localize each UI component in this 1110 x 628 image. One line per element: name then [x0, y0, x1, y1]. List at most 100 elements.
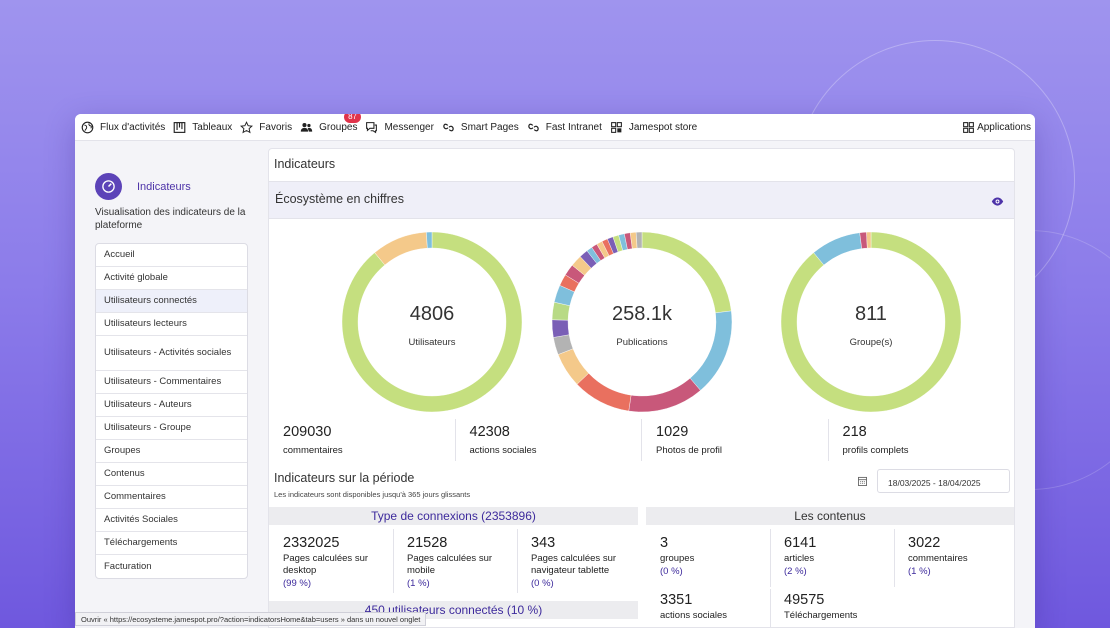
- sidebar-item-label: Utilisateurs - Groupe: [104, 422, 192, 433]
- donut-slice-2[interactable]: [426, 231, 433, 249]
- nav-label: Favoris: [259, 121, 293, 133]
- eye-icon[interactable]: [991, 195, 1004, 208]
- donut-slice-3[interactable]: [866, 231, 872, 249]
- metric-telechargements: 49575 Téléchargements: [784, 592, 889, 622]
- ecosystem-title: Écosystème en chiffres: [275, 192, 404, 206]
- sidebar-item-facturation[interactable]: Facturation: [96, 555, 247, 578]
- nav-label: Messenger: [384, 121, 434, 133]
- donut-svg: [341, 231, 523, 413]
- nav-favoris[interactable]: Favoris: [240, 120, 293, 134]
- sidebar-item-label: Utilisateurs - Commentaires: [104, 376, 222, 387]
- sidebar-item-label: Utilisateurs lecteurs: [104, 318, 187, 329]
- sidebar-description: Visualisation des indicateurs de la plat…: [95, 207, 246, 231]
- sidebar-item-utilisateurs-groupe[interactable]: Utilisateurs - Groupe: [96, 417, 247, 440]
- divider: [770, 589, 771, 628]
- nav-tableaux[interactable]: Tableaux: [173, 121, 232, 134]
- metric-value: 3: [660, 535, 669, 551]
- donut-slice-22[interactable]: [635, 231, 643, 249]
- sidebar-item-telechargements[interactable]: Téléchargements: [96, 532, 247, 555]
- stat-label: actions sociales: [469, 445, 537, 456]
- donut-slice-3[interactable]: [576, 372, 632, 412]
- nav-jamespot-store[interactable]: Jamespot store: [610, 121, 697, 134]
- donut-label: Utilisateurs: [408, 337, 456, 348]
- sidebar-item-utilisateurs-connectes[interactable]: Utilisateurs connectés: [96, 290, 247, 313]
- sidebar-item-label: Utilisateurs connectés: [104, 295, 197, 306]
- stat-value: 42308: [469, 424, 510, 440]
- sidebar-item-label: Accueil: [104, 249, 135, 260]
- sidebar-item-groupes[interactable]: Groupes: [96, 440, 247, 463]
- donut-label: Publications: [616, 337, 668, 348]
- stat-label: Photos de profil: [656, 445, 723, 456]
- metric-value: 3351: [660, 592, 693, 608]
- sidebar-item-utilisateurs-commentaires[interactable]: Utilisateurs - Commentaires: [96, 371, 247, 394]
- donut-slice-2[interactable]: [628, 377, 701, 413]
- metric-tablet: 343 Pages calculées sur navigateur table…: [531, 535, 636, 589]
- metric-percent: (1 %): [908, 566, 931, 577]
- donut-slice-1[interactable]: [374, 231, 428, 266]
- sidebar-item-utilisateurs-auteurs[interactable]: Utilisateurs - Auteurs: [96, 394, 247, 417]
- nav-flux-activites[interactable]: Flux d'activités: [81, 121, 165, 134]
- nav-messenger[interactable]: Messenger: [365, 121, 434, 134]
- sidebar-item-contenus[interactable]: Contenus: [96, 463, 247, 486]
- donut-slice-0[interactable]: [341, 231, 523, 413]
- stat-profils-complets: 218 profils complets: [827, 419, 1015, 461]
- apps-grid-icon: [963, 122, 974, 133]
- metric-desktop: 2332025 Pages calculées sur desktop (99 …: [283, 535, 393, 589]
- stat-actions-sociales: 42308 actions sociales: [454, 419, 642, 461]
- stat-value: 209030: [283, 424, 332, 440]
- main-content: Indicateurs Écosystème en chiffres 4806 …: [268, 148, 1015, 628]
- ecosystem-header: Écosystème en chiffres: [269, 181, 1014, 219]
- nav-label: Fast Intranet: [545, 121, 602, 133]
- sidebar-item-utilisateurs-activites-sociales[interactable]: Utilisateurs - Activités sociales: [96, 336, 247, 371]
- stat-value: 1029: [656, 424, 689, 440]
- link-icon: [527, 123, 539, 131]
- nav-label: Tableaux: [192, 121, 233, 133]
- divider: [894, 529, 895, 587]
- contenus-header: Les contenus: [646, 507, 1014, 525]
- metric-actions-sociales: 3351 actions sociales: [660, 592, 765, 622]
- metric-mobile: 21528 Pages calculées sur mobile (1 %): [407, 535, 517, 589]
- metric-value: 2332025: [283, 535, 340, 551]
- sidebar-item-activites-sociales[interactable]: Activités Sociales: [96, 509, 247, 532]
- sidebar-item-label: Utilisateurs - Activités sociales: [104, 347, 232, 358]
- nav-label: Flux d'activités: [100, 121, 166, 133]
- sidebar-item-commentaires[interactable]: Commentaires: [96, 486, 247, 509]
- sidebar-item-label: Groupes: [104, 445, 141, 456]
- donut-slice-1[interactable]: [813, 232, 862, 266]
- sidebar-menu: Accueil Activité globale Utilisateurs co…: [95, 243, 248, 579]
- stats-row: 209030 commentaires 42308 actions social…: [269, 419, 1014, 461]
- top-navigation: Flux d'activités Tableaux Favoris Groupe…: [75, 114, 1035, 141]
- applications-label: Applications: [977, 122, 1031, 133]
- donut-slice-0[interactable]: [780, 231, 962, 413]
- metric-label: Téléchargements: [784, 610, 858, 621]
- nav-label: Smart Pages: [460, 121, 519, 133]
- sidebar-item-accueil[interactable]: Accueil: [96, 244, 247, 267]
- sidebar-item-utilisateurs-lecteurs[interactable]: Utilisateurs lecteurs: [96, 313, 247, 336]
- donut-value: 258.1k: [611, 303, 673, 325]
- metric-percent: (99 %): [283, 578, 311, 589]
- date-range-picker[interactable]: 18/03/2025 - 18/04/2025: [877, 469, 1010, 493]
- sidebar-item-label: Utilisateurs - Auteurs: [104, 399, 192, 410]
- divider: [770, 529, 771, 587]
- metric-commentaires: 3022 commentaires (1 %): [908, 535, 1008, 577]
- globe-icon: [81, 121, 94, 133]
- nav-smart-pages[interactable]: Smart Pages: [442, 121, 519, 134]
- metric-articles: 6141 articles (2 %): [784, 535, 889, 577]
- nav-fast-intranet[interactable]: Fast Intranet: [527, 121, 602, 134]
- nav-groupes[interactable]: Groupes 87: [300, 114, 361, 134]
- metric-value: 21528: [407, 535, 448, 551]
- gauge-icon: [95, 173, 122, 200]
- star-icon: [240, 120, 254, 133]
- metric-label: Pages calculées sur desktop: [283, 553, 369, 576]
- metric-label: Pages calculées sur navigateur tablette: [531, 553, 617, 576]
- connexions-header: Type de connexions (2353896): [269, 507, 638, 525]
- stat-photos-profil: 1029 Photos de profil: [641, 419, 828, 461]
- applications-button[interactable]: Applications: [962, 121, 1031, 134]
- metric-value: 3022: [908, 535, 941, 551]
- page-title: Indicateurs: [274, 157, 336, 171]
- period-title: Indicateurs sur la période: [274, 471, 415, 485]
- donut-slice-0[interactable]: [641, 231, 732, 314]
- sidebar-item-activite-globale[interactable]: Activité globale: [96, 267, 247, 290]
- sidebar-item-label: Contenus: [104, 468, 145, 479]
- metric-label: groupes: [660, 553, 695, 564]
